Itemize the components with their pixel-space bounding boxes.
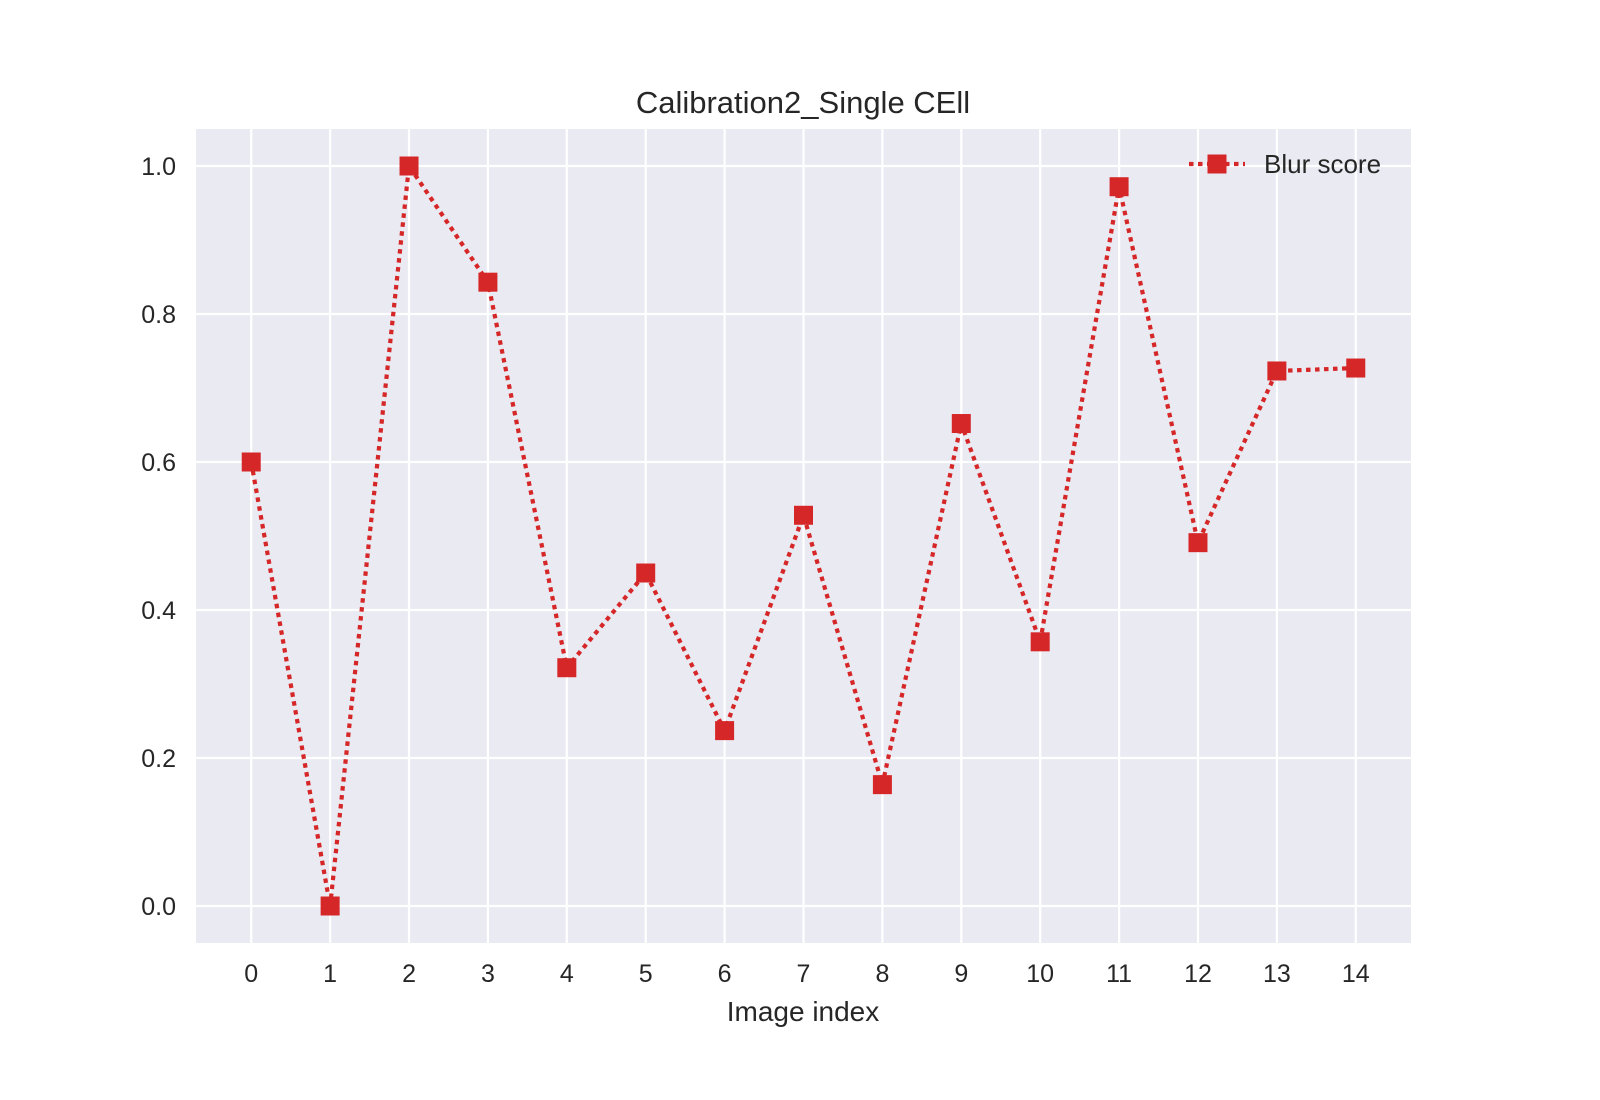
data-point-marker: [1030, 632, 1050, 652]
x-tick-label: 0: [244, 960, 258, 988]
data-point-marker: [1188, 533, 1208, 553]
x-tick-label: 12: [1184, 960, 1212, 988]
data-point-marker: [872, 775, 892, 795]
x-tick-label: 2: [402, 960, 416, 988]
data-point-marker: [636, 563, 656, 583]
x-tick-label: 3: [481, 960, 495, 988]
x-tick-label: 13: [1263, 960, 1291, 988]
data-point-marker: [320, 896, 340, 916]
x-tick-label: 9: [954, 960, 968, 988]
x-tick-label: 6: [718, 960, 732, 988]
x-tick-label: 11: [1106, 960, 1132, 988]
y-tick-label: 1.0: [141, 153, 176, 181]
legend: Blur score: [1189, 149, 1381, 179]
x-tick-label: 14: [1342, 960, 1370, 988]
data-point-marker: [715, 721, 735, 741]
x-tick-label: 5: [639, 960, 653, 988]
x-tick-labels: 0 1 2 3 4 5 6 7 8 9 10 11 12 13 14: [244, 960, 1369, 988]
legend-marker-swatch: [1207, 154, 1227, 174]
y-tick-label: 0.6: [141, 449, 176, 477]
data-point-marker: [794, 505, 813, 525]
y-tick-label: 0.4: [141, 597, 176, 625]
data-point-marker: [399, 156, 419, 176]
y-tick-label: 0.0: [141, 893, 176, 921]
data-point-marker: [1267, 361, 1287, 381]
x-tick-label: 4: [560, 960, 574, 988]
data-point-marker: [951, 414, 971, 434]
gridlines: [196, 129, 1411, 943]
data-point-marker: [1346, 358, 1366, 378]
legend-label: Blur score: [1264, 149, 1381, 179]
y-tick-labels: 0.0 0.2 0.4 0.6 0.8 1.0: [141, 153, 176, 921]
data-point-marker: [557, 658, 577, 678]
y-tick-label: 0.2: [141, 745, 176, 773]
data-point-marker: [1109, 177, 1129, 197]
x-tick-label: 1: [323, 960, 337, 988]
chart-title: Calibration2_Single CEll: [636, 85, 970, 120]
x-tick-label: 7: [797, 960, 811, 988]
data-point-marker: [241, 452, 261, 472]
x-tick-label: 8: [875, 960, 889, 988]
series-group: [241, 156, 1366, 916]
x-axis-label: Image index: [727, 996, 880, 1027]
data-point-marker: [478, 272, 498, 292]
series-line-blur-score: [249, 160, 1356, 907]
y-tick-label: 0.8: [141, 301, 176, 329]
x-tick-label: 10: [1026, 960, 1054, 988]
